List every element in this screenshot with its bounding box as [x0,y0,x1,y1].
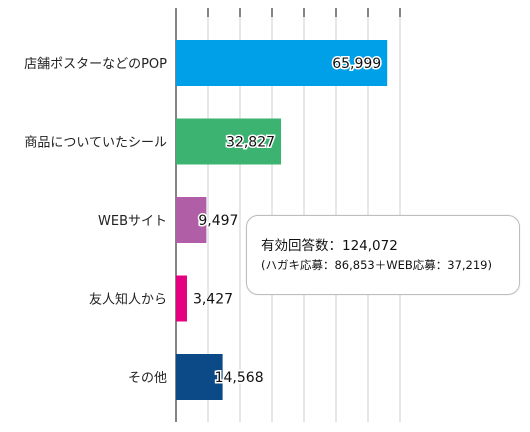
value-label: 32,827 [226,135,275,151]
bar-2 [176,118,282,165]
category-label: WEBサイト [98,214,167,229]
value-label: 9,497 [198,213,238,229]
value-label: 65,999 [332,56,381,72]
labels: 店舗ポスターなどのPOP 65,999 商品についていたシール 32,827 WEBサイ… [24,55,383,388]
category-label: 商品についていたシール [24,136,167,151]
bars [176,40,388,400]
summary-breakdown: (ハガキ応募：86,853＋WEB応募：37,219) [261,258,492,272]
summary-note-box: 有効回答数：124,072 (ハガキ応募：86,853＋WEB応募：37,219… [246,215,520,295]
bar-5 [176,354,223,400]
category-label: 友人知人から [89,292,167,308]
value-label: 14,568 [215,370,264,386]
summary-total-responses: 有効回答数：124,072 [261,238,398,254]
bar-1 [176,40,388,86]
value-label: 3,427 [193,292,233,308]
category-label: 店舗ポスターなどのPOP [24,57,167,72]
bar-3 [176,197,207,243]
bar-4 [176,275,187,322]
category-label: その他 [128,371,167,386]
